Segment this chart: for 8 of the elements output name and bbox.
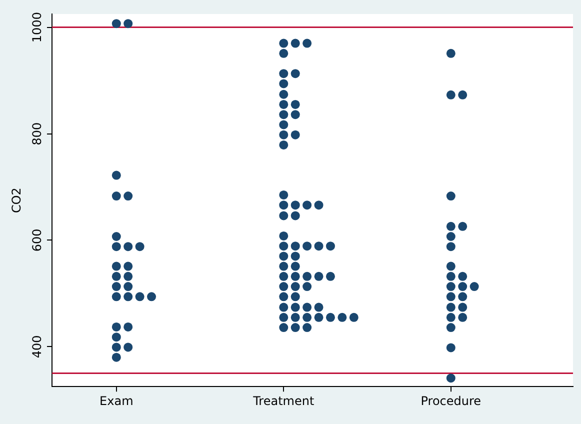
y-tick-label: 800 <box>30 122 44 146</box>
x-tick-label: Exam <box>100 394 134 408</box>
y-tick-label: 1000 <box>30 12 44 43</box>
y-tick-label: 600 <box>30 228 44 252</box>
y-axis-title: CO2 <box>9 188 24 214</box>
y-tick-label: 400 <box>30 335 44 358</box>
x-tick-label: Procedure <box>420 394 482 408</box>
x-tick-label: Treatment <box>252 394 314 408</box>
